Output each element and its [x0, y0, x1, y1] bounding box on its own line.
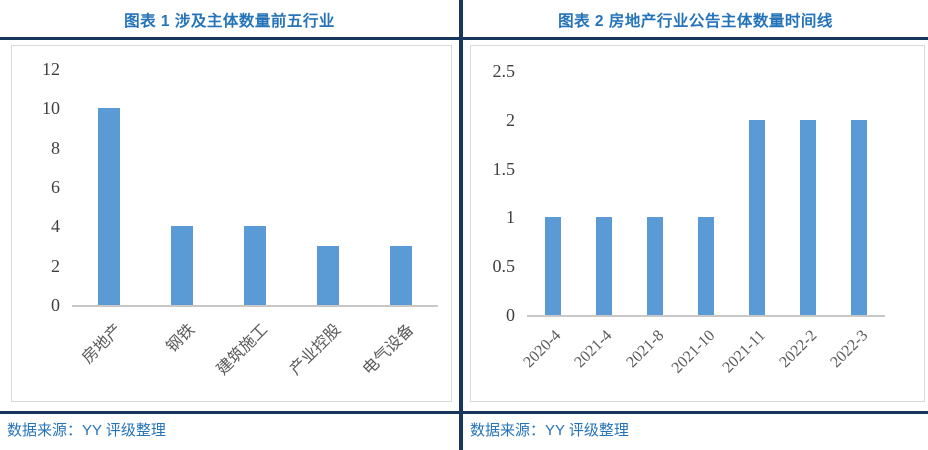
y-axis-tick-label: 4 — [51, 216, 60, 237]
bar — [170, 226, 193, 305]
x-axis-category-label: 2022-2 — [776, 327, 821, 372]
bar — [800, 119, 817, 315]
y-axis-tick-label: 2.5 — [492, 61, 516, 81]
chart2-title-rule — [463, 37, 928, 40]
x-axis-line — [72, 305, 438, 307]
chart2-source-text: 数据来源：YY 评级整理 — [470, 422, 629, 439]
x-axis-category-label: 2021-4 — [571, 327, 616, 372]
x-axis-line — [527, 315, 885, 317]
chart1-plot-area: 0 2 4 6 8 10 12 房地产 钢铁 建筑施工 产业控股 电气设备 — [12, 46, 451, 401]
x-axis-category-label: 2021-8 — [622, 327, 667, 372]
bar — [390, 246, 413, 305]
chart2-plot-area: 0 0.5 1 1.5 2 2.5 2020-4 2021-4 2021-8 2021-10 202… — [471, 46, 924, 401]
chart1-title: 图表 1 涉及主体数量前五行业 — [124, 13, 335, 30]
y-axis-tick-label: 0 — [51, 295, 60, 315]
y-axis-tick-label: 6 — [51, 177, 60, 197]
chart2-source-rule — [463, 411, 928, 414]
chart1-source-text: 数据来源：YY 评级整理 — [7, 422, 166, 439]
bar — [646, 217, 663, 315]
chart1-title-rule — [0, 37, 459, 40]
y-axis-tick-label: 2 — [51, 255, 60, 276]
x-axis-category-label: 2021-10 — [668, 327, 719, 377]
bar — [97, 108, 120, 305]
x-axis-category-label: 建筑施工 — [213, 321, 272, 379]
y-axis-tick-label: 2 — [506, 109, 515, 130]
y-axis-tick-label: 1.5 — [492, 158, 516, 179]
bar — [544, 217, 561, 315]
bar — [244, 226, 266, 305]
y-axis-tick-label: 12 — [42, 59, 60, 79]
bar — [317, 246, 340, 305]
chart2-frame: 0 0.5 1 1.5 2 2.5 2020-4 2021-4 2021-8 2021-10 202… — [470, 45, 925, 402]
y-axis-tick-label: 8 — [51, 137, 60, 158]
bar — [749, 119, 766, 315]
y-axis-tick-label: 10 — [42, 98, 60, 119]
bar — [595, 217, 612, 315]
x-axis-category-label: 产业控股 — [287, 321, 345, 379]
x-axis-category-label: 2021-11 — [719, 327, 770, 377]
chart1-frame: 0 2 4 6 8 10 12 房地产 钢铁 建筑施工 产业控股 电气设备 — [11, 45, 452, 402]
bar — [851, 119, 868, 315]
panel-chart1: 图表 1 涉及主体数量前五行业 0 2 4 6 8 10 12 房地产 钢铁 建筑施工 产业控股 电气… — [0, 0, 459, 450]
x-axis-category-label: 钢铁 — [163, 321, 199, 356]
x-axis-category-label: 电气设备 — [360, 321, 418, 379]
bar — [698, 217, 714, 315]
y-axis-tick-label: 1 — [506, 207, 515, 228]
panel-divider — [459, 0, 463, 450]
x-axis-category-label: 2022-3 — [827, 327, 872, 372]
x-axis-category-label: 2020-4 — [520, 327, 565, 372]
chart1-source-rule — [0, 411, 459, 414]
panel-chart2: 图表 2 房地产行业公告主体数量时间线 0 0.5 1 1.5 2 2.5 2020-4 20… — [463, 0, 928, 450]
x-axis-category-label: 房地产 — [78, 321, 125, 368]
chart2-title: 图表 2 房地产行业公告主体数量时间线 — [558, 13, 833, 30]
y-axis-tick-label: 0 — [506, 305, 515, 325]
y-axis-tick-label: 0.5 — [492, 256, 516, 277]
